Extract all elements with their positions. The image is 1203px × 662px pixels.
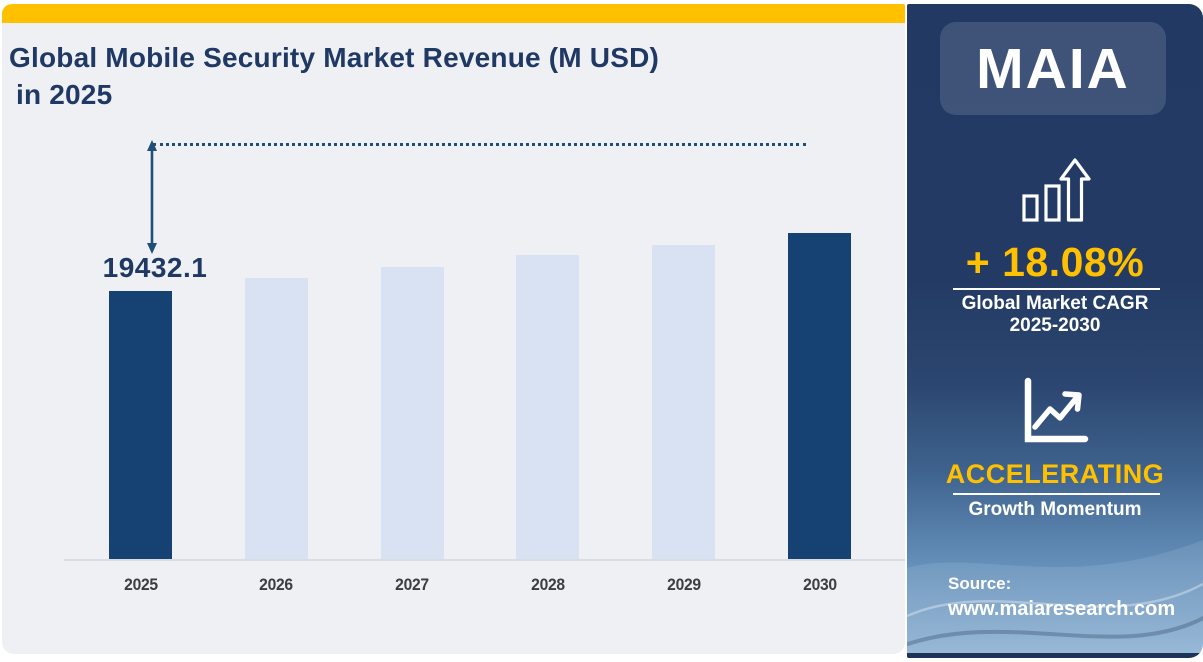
source-label: Source: — [948, 572, 1175, 596]
x-tick-2030: 2030 — [802, 575, 837, 594]
x-axis-line — [64, 559, 905, 561]
page-title-line1: Global Mobile Security Market Revenue (M… — [9, 42, 660, 73]
cagr-value: + 18.08% — [965, 239, 1145, 285]
top-accent-bar — [2, 4, 905, 23]
x-tick-2026: 2026 — [259, 575, 294, 594]
reference-dotted-line — [153, 143, 806, 146]
chart-panel: Global Mobile Security Market Revenue (M… — [2, 23, 905, 654]
source-url: www.maiaresearch.com — [948, 596, 1175, 622]
x-tick-2028: 2028 — [531, 575, 565, 594]
source-block: Source: www.maiaresearch.com — [948, 572, 1175, 622]
sidebar: MAIA + 18.08% Global Market CAGR 2025-20… — [907, 4, 1203, 658]
bar-2030 — [788, 233, 851, 559]
bar-growth-icon — [1022, 158, 1091, 222]
divider — [953, 493, 1160, 495]
x-tick-2027: 2027 — [395, 575, 429, 594]
momentum-value: ACCELERATING — [945, 459, 1165, 489]
bar-2025 — [109, 291, 172, 559]
x-tick-2029: 2029 — [666, 575, 701, 594]
brand-logo-text: MAIA — [976, 36, 1130, 101]
cagr-period: 2025-2030 — [1009, 315, 1101, 336]
bar-2027 — [380, 267, 444, 559]
momentum-label: Growth Momentum — [968, 499, 1142, 520]
sidebar-bottom-edge — [907, 653, 1203, 658]
x-tick-2025: 2025 — [123, 575, 158, 594]
bar-value-label-2025: 19432.1 — [102, 252, 208, 283]
divider — [953, 288, 1160, 290]
cagr-label: Global Market CAGR — [961, 293, 1149, 314]
page-title: Global Mobile Security Market Revenue (M… — [9, 39, 869, 113]
bar-2026 — [244, 278, 308, 559]
bar-2029 — [652, 245, 716, 559]
measure-arrow-icon — [147, 140, 157, 254]
trend-chart-icon — [1024, 377, 1089, 443]
bar-2028 — [516, 255, 580, 559]
wave-decoration — [907, 540, 1203, 658]
page-title-line2: in 2025 — [16, 79, 113, 110]
brand-logo: MAIA — [940, 22, 1166, 115]
